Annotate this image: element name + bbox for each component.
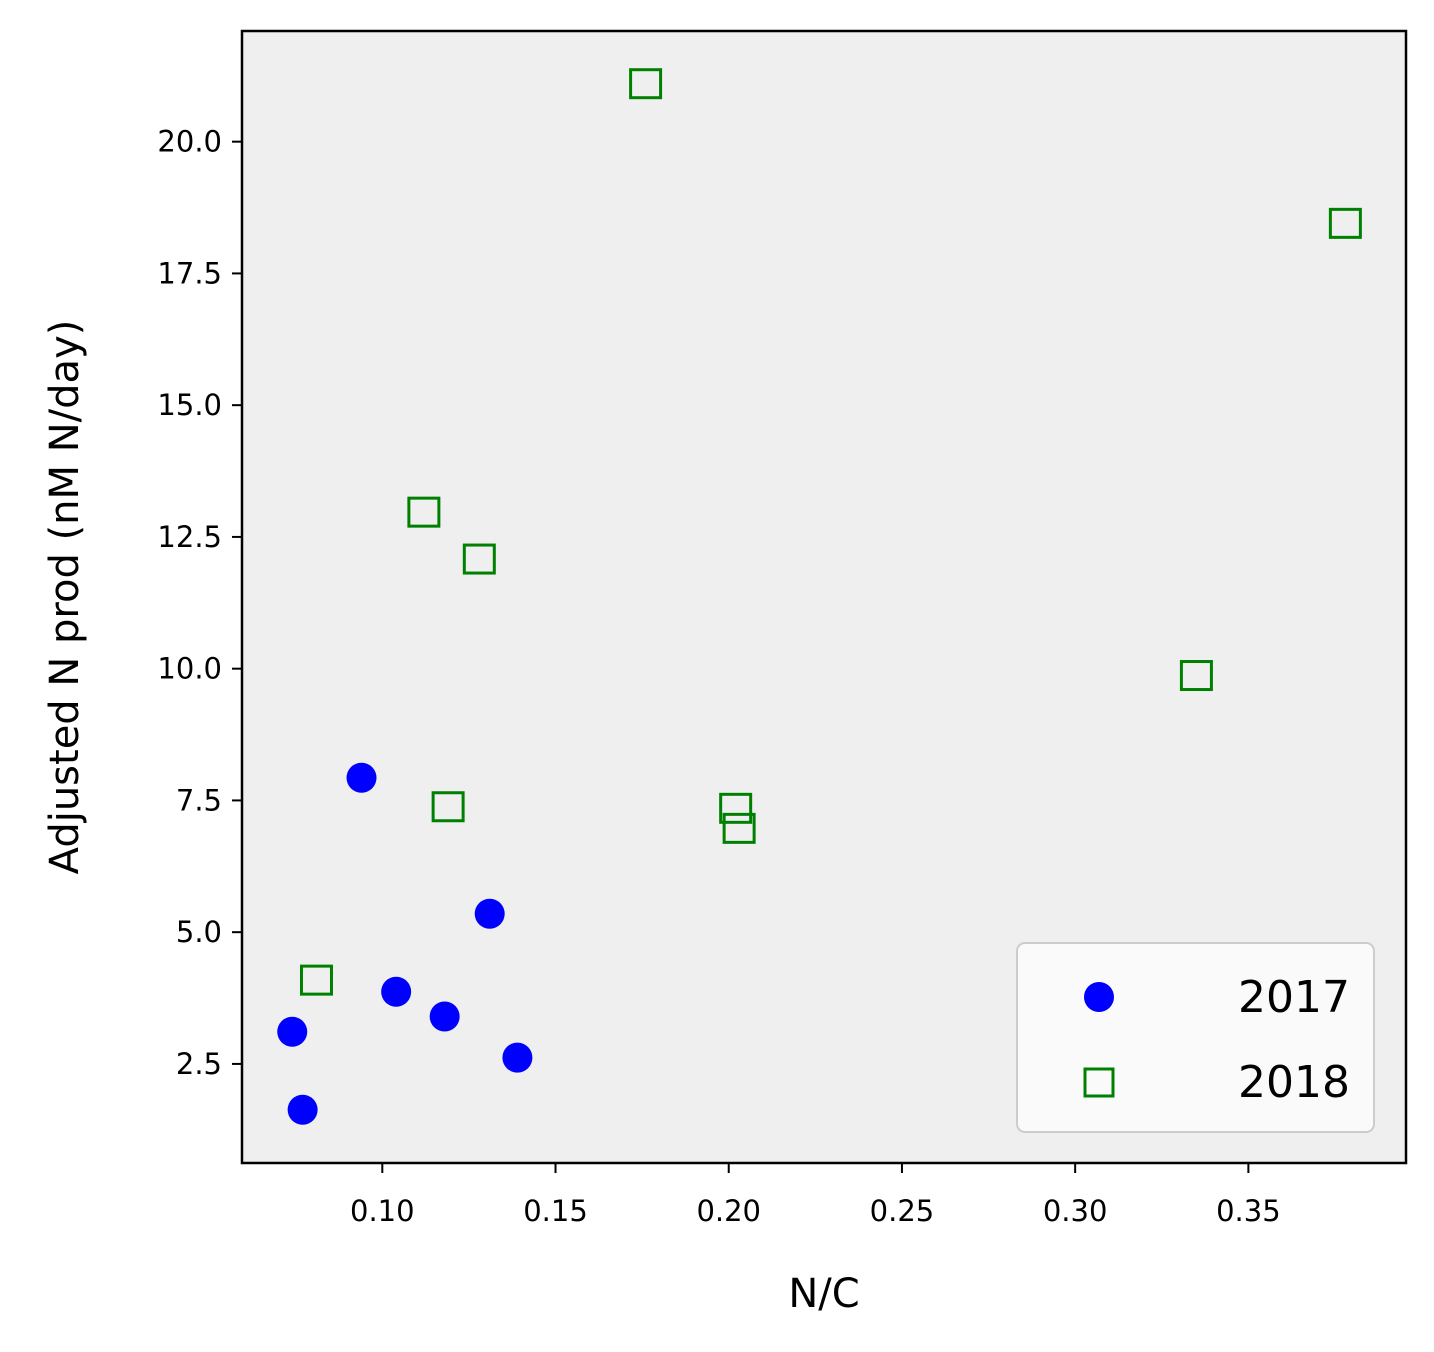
point-2017	[474, 898, 505, 929]
point-2018	[722, 812, 756, 844]
y-axis-label: Adjusted N prod (nM N/day)	[42, 320, 88, 875]
x-axis-ticks: 0.10 0.15 0.20 0.25 0.30 0.35	[350, 1163, 1281, 1228]
point-2018	[299, 964, 333, 996]
y-tick-label: 12.5	[157, 520, 222, 554]
y-tick-label: 17.5	[157, 256, 222, 290]
point-2018	[719, 792, 753, 824]
legend-marker-2017	[1084, 982, 1114, 1012]
plot-frame	[240, 29, 1408, 1165]
legend-label-2018: 2018	[1238, 1057, 1350, 1108]
point-2018	[407, 496, 441, 528]
point-2018	[431, 791, 465, 823]
x-tick-label: 0.25	[870, 1194, 935, 1228]
y-tick-label: 7.5	[176, 783, 222, 817]
point-2018	[629, 68, 663, 100]
x-tick-label: 0.35	[1216, 1194, 1281, 1228]
legend-label-2017: 2017	[1238, 972, 1350, 1023]
point-2017	[287, 1094, 318, 1125]
point-2017	[346, 762, 377, 793]
point-2018	[462, 543, 496, 575]
point-2017	[429, 1001, 460, 1032]
y-tick-label: 5.0	[176, 915, 222, 949]
point-2018	[1328, 207, 1362, 239]
x-tick-label: 0.30	[1043, 1194, 1108, 1228]
y-tick-label: 10.0	[157, 652, 222, 686]
x-tick-label: 0.20	[696, 1194, 761, 1228]
y-tick-label: 2.5	[176, 1047, 222, 1081]
point-2017	[502, 1042, 533, 1073]
y-tick-label: 20.0	[157, 125, 222, 159]
x-tick-label: 0.10	[350, 1194, 415, 1228]
x-axis-label: N/C	[788, 1271, 859, 1317]
point-2017	[277, 1016, 308, 1047]
legend-marker-2018	[1083, 1067, 1115, 1098]
legend-markers	[1083, 982, 1115, 1098]
legend: 2017 2018	[1016, 942, 1375, 1133]
y-tick-label: 15.0	[157, 388, 222, 422]
point-2018	[1179, 660, 1213, 692]
data-points	[277, 68, 1362, 1125]
y-axis-ticks: 2.5 5.0 7.5 10.0 12.5 15.0 17.5 20.0	[157, 125, 242, 1081]
x-tick-label: 0.15	[523, 1194, 588, 1228]
point-2017	[381, 976, 412, 1007]
